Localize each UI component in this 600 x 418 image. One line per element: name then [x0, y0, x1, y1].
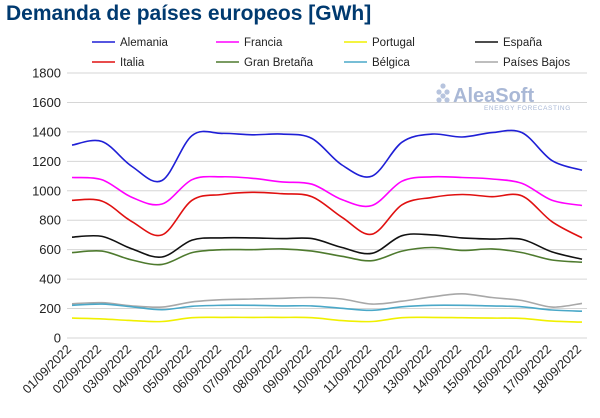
series-line-francia	[71, 175, 583, 208]
legend-label: Gran Bretaña	[244, 57, 314, 69]
legend-label: Portugal	[372, 37, 415, 49]
y-tick-label: 200	[39, 301, 61, 316]
legend-label: Italia	[120, 57, 145, 69]
y-tick-label: 1600	[32, 95, 61, 110]
legend-label: Alemania	[120, 37, 169, 49]
y-tick-label: 600	[39, 242, 61, 257]
series-line-españa	[71, 233, 583, 260]
y-tick-label: 800	[39, 213, 61, 228]
series-line-bélgica	[71, 303, 583, 312]
series-line-gran-bretaña	[71, 246, 583, 266]
chart-title: Demanda de países europeos [GWh]	[6, 2, 372, 25]
y-tick-label: 1200	[32, 154, 61, 169]
series-line-países-bajos	[71, 292, 583, 309]
legend-label: Francia	[244, 37, 283, 49]
legend-label: Países Bajos	[503, 57, 570, 69]
y-tick-label: 1400	[32, 124, 61, 139]
y-tick-label: 0	[54, 331, 61, 346]
y-tick-label: 1000	[32, 183, 61, 198]
series-line-italia	[71, 191, 583, 239]
series-line-alemania	[71, 129, 583, 183]
watermark-subtitle: ENERGY FORECASTING	[484, 105, 571, 112]
watermark-brand: AleaSoft	[453, 85, 534, 107]
legend-label: Bélgica	[372, 57, 410, 69]
aleasoft-logo-icon	[436, 83, 450, 103]
y-tick-label: 1800	[32, 66, 61, 81]
y-tick-label: 400	[39, 272, 61, 287]
series-line-portugal	[71, 316, 583, 323]
legend-label: España	[503, 37, 543, 49]
